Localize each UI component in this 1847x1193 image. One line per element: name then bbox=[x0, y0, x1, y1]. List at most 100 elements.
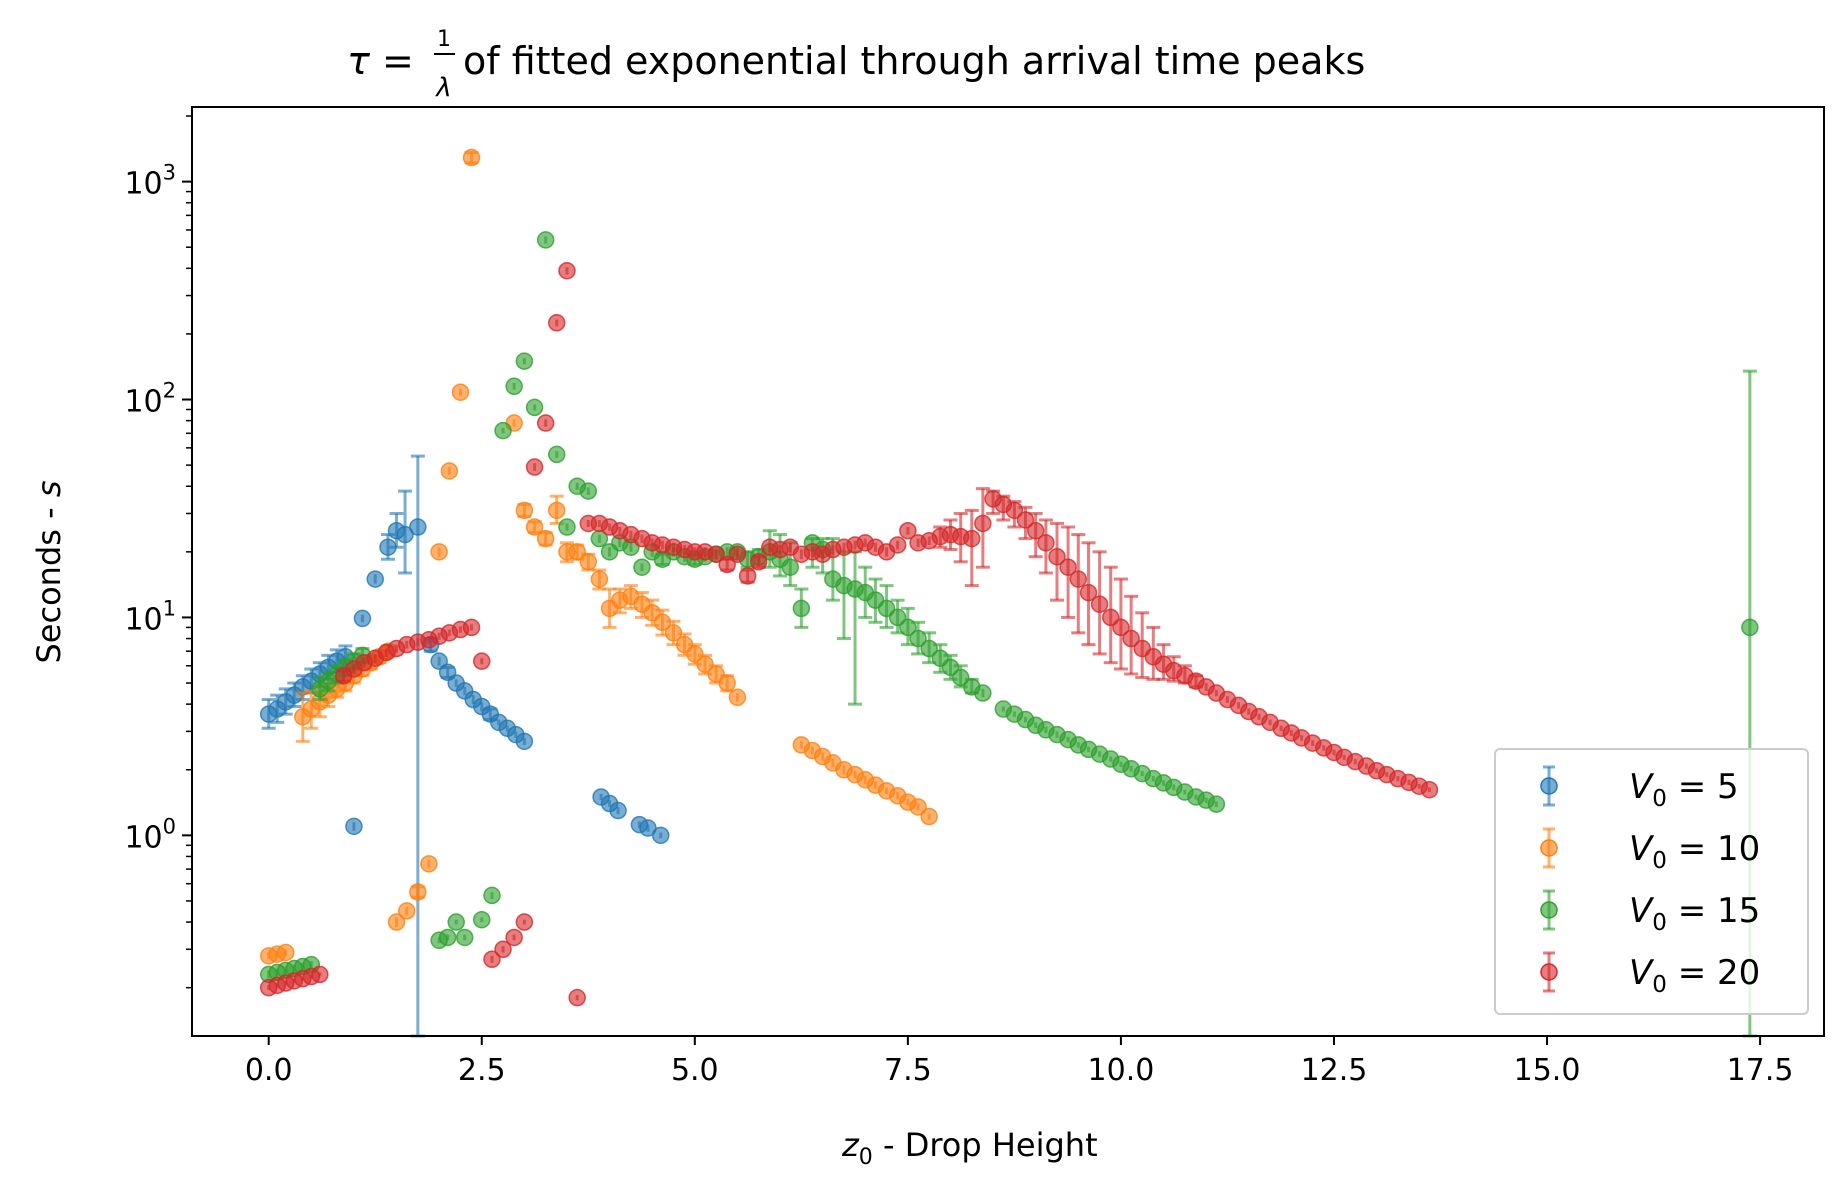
data-point bbox=[1059, 525, 1077, 619]
marker bbox=[440, 462, 459, 480]
data-point bbox=[579, 482, 598, 500]
marker bbox=[387, 913, 406, 931]
x-tick-label: 15.0 bbox=[1514, 1053, 1581, 1088]
data-point bbox=[353, 609, 372, 628]
title-prefix: τ = bbox=[347, 39, 414, 83]
data-point bbox=[909, 620, 927, 656]
data-point bbox=[494, 940, 512, 959]
data-point bbox=[633, 558, 651, 576]
marker bbox=[951, 668, 970, 687]
marker bbox=[536, 414, 555, 432]
x-axis-label: z0 - Drop Height bbox=[841, 1126, 1098, 1170]
marker bbox=[609, 801, 627, 820]
data-point bbox=[536, 529, 555, 548]
data-point bbox=[505, 377, 523, 396]
y-tick-label: 102 bbox=[124, 379, 176, 420]
marker bbox=[1069, 570, 1088, 588]
marker bbox=[633, 558, 651, 576]
data-point bbox=[1420, 780, 1439, 799]
marker bbox=[398, 902, 416, 920]
marker bbox=[1122, 629, 1140, 648]
marker bbox=[505, 928, 523, 947]
series-1 bbox=[259, 454, 670, 1038]
legend-label: V0 = 15 bbox=[1629, 891, 1760, 936]
marker bbox=[568, 988, 586, 1007]
legend-item: V0 = 5 bbox=[1540, 765, 1739, 812]
data-point bbox=[525, 458, 544, 476]
marker bbox=[396, 525, 414, 544]
svg-text:Seconds - s: Seconds - s bbox=[30, 481, 68, 664]
marker bbox=[963, 529, 981, 548]
marker bbox=[525, 398, 544, 417]
series-2 bbox=[259, 148, 938, 965]
data-point bbox=[473, 910, 491, 929]
data-point bbox=[536, 231, 555, 249]
x-tick-label: 17.5 bbox=[1727, 1053, 1794, 1088]
data-point bbox=[525, 398, 544, 417]
data-point bbox=[963, 677, 981, 696]
data-point bbox=[1016, 505, 1035, 541]
marker bbox=[409, 883, 427, 901]
marker bbox=[505, 377, 523, 396]
x-label-rest: - Drop Height bbox=[873, 1126, 1098, 1164]
marker bbox=[353, 609, 372, 628]
data-point bbox=[1037, 518, 1055, 575]
data-point bbox=[749, 553, 768, 571]
marker bbox=[1090, 595, 1109, 613]
data-point bbox=[1165, 655, 1183, 683]
legend-label: V0 = 20 bbox=[1629, 953, 1760, 998]
data-point bbox=[920, 631, 938, 665]
marker bbox=[311, 965, 329, 984]
y-axis-label: Seconds - s bbox=[30, 481, 68, 664]
data-point bbox=[707, 545, 725, 563]
y-label-text: Seconds - bbox=[30, 497, 68, 663]
data-point bbox=[899, 521, 917, 540]
marker bbox=[974, 684, 992, 702]
data-point bbox=[1069, 533, 1088, 635]
marker bbox=[920, 807, 938, 826]
data-point bbox=[728, 688, 747, 707]
data-point bbox=[447, 913, 465, 931]
data-point bbox=[473, 652, 491, 670]
data-point bbox=[462, 618, 481, 637]
data-point bbox=[590, 529, 609, 548]
marker bbox=[1059, 558, 1077, 576]
data-point bbox=[451, 383, 470, 401]
axes-frame bbox=[191, 106, 1825, 1037]
data-point bbox=[483, 886, 501, 905]
marker bbox=[462, 618, 481, 637]
data-point bbox=[438, 928, 457, 947]
title-frac-num: 1 bbox=[437, 27, 451, 52]
marker bbox=[568, 543, 586, 561]
marker bbox=[738, 567, 757, 585]
marker bbox=[1016, 511, 1035, 529]
data-point bbox=[909, 798, 927, 816]
data-point bbox=[536, 414, 555, 432]
x-tick-label: 0.0 bbox=[245, 1053, 293, 1088]
marker bbox=[651, 826, 670, 845]
marker bbox=[899, 521, 917, 540]
marker bbox=[718, 555, 736, 574]
data-point bbox=[515, 732, 534, 751]
legend-box bbox=[1494, 748, 1809, 1015]
marker bbox=[1420, 780, 1439, 799]
marker bbox=[455, 928, 474, 947]
data-point bbox=[718, 555, 736, 574]
marker bbox=[792, 599, 811, 618]
x-tick-label: 7.5 bbox=[884, 1053, 932, 1088]
marker bbox=[920, 639, 938, 658]
marker bbox=[1207, 795, 1226, 813]
data-point bbox=[738, 567, 757, 585]
data-point bbox=[590, 568, 609, 591]
data-point bbox=[276, 943, 295, 962]
data-point bbox=[1090, 550, 1109, 656]
data-point bbox=[1112, 577, 1130, 671]
x-tick-label: 10.0 bbox=[1088, 1053, 1155, 1088]
title-frac-den: λ bbox=[434, 73, 451, 103]
data-point bbox=[387, 913, 406, 931]
marker bbox=[536, 529, 555, 548]
marker bbox=[451, 383, 470, 401]
svg-text:τ =: τ = bbox=[347, 39, 414, 83]
marker bbox=[515, 501, 534, 520]
